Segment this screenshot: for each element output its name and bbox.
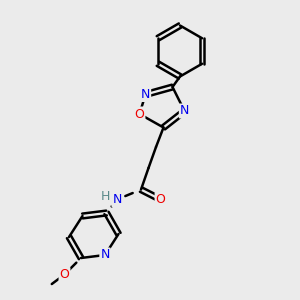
Text: N: N (180, 104, 189, 118)
Text: O: O (60, 268, 69, 281)
Text: N: N (112, 193, 122, 206)
Text: H: H (101, 190, 110, 203)
Text: O: O (135, 107, 144, 121)
Text: N: N (100, 248, 110, 262)
Text: N: N (141, 88, 150, 101)
Text: O: O (156, 193, 165, 206)
